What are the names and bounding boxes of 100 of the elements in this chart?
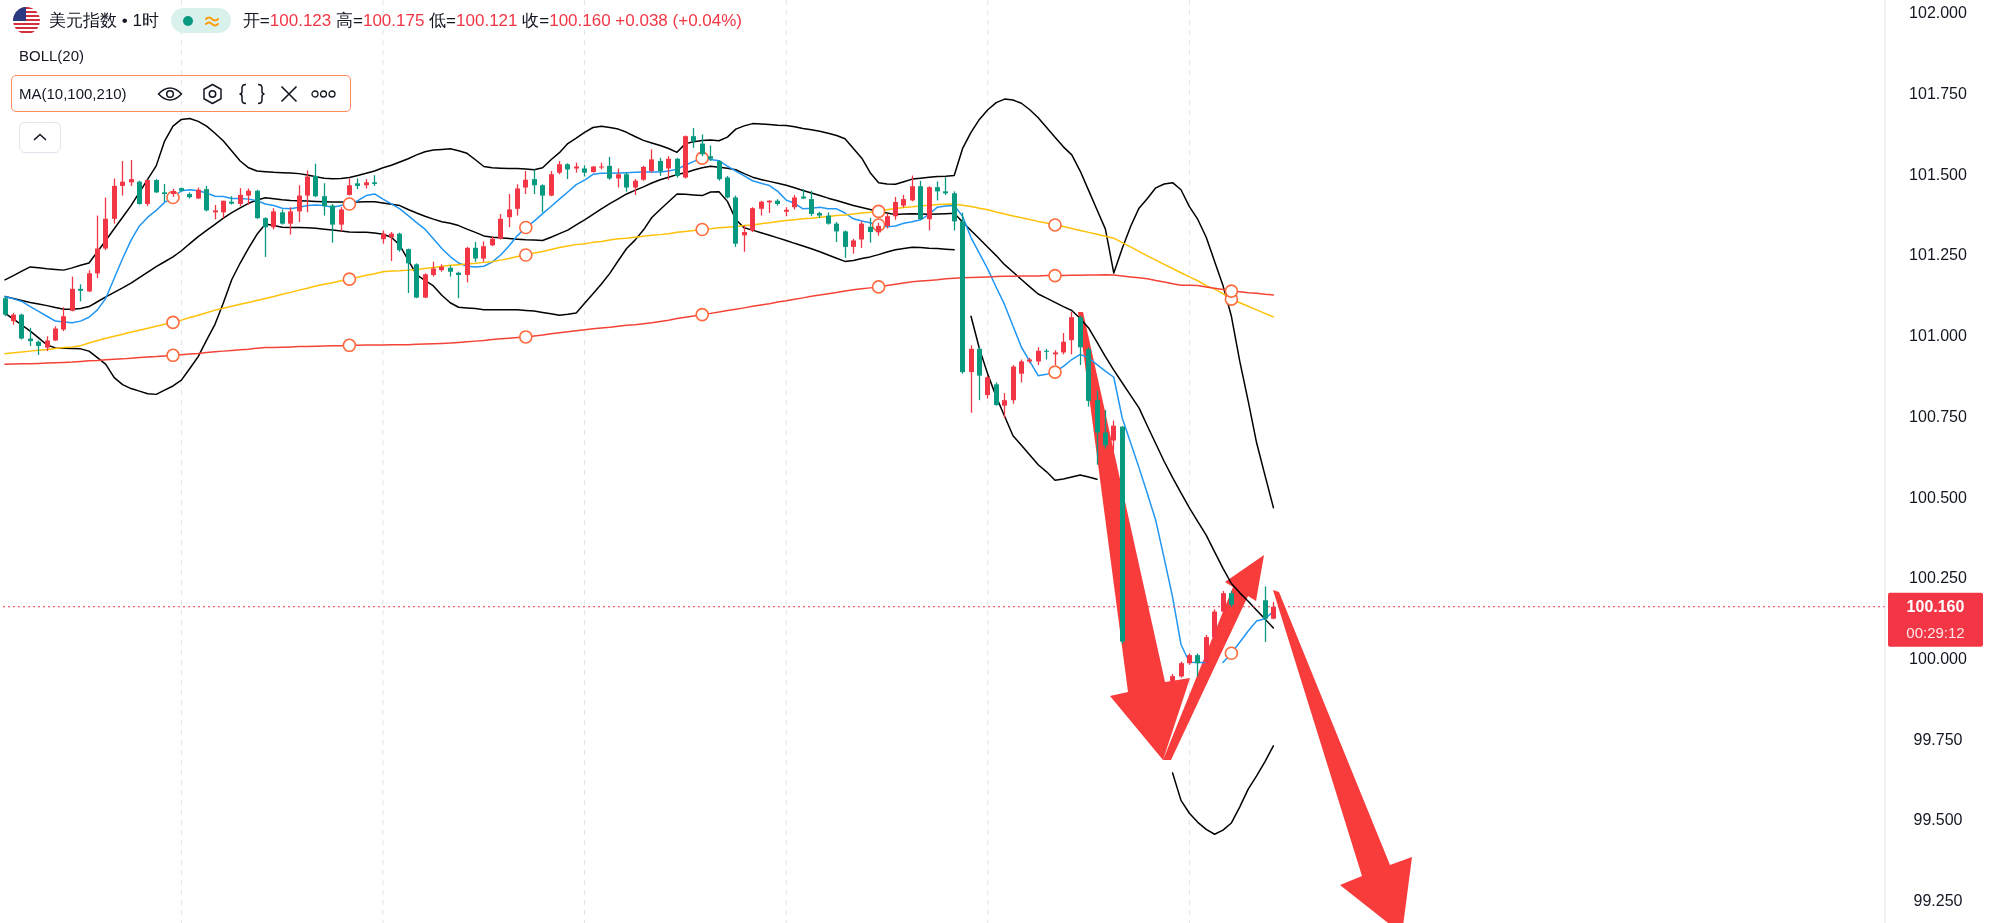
y-tick-label: 99.750 (1913, 730, 1963, 748)
candlestick (935, 180, 940, 202)
candlestick (3, 295, 8, 317)
candlestick (297, 184, 302, 223)
candlestick (87, 269, 92, 293)
candlestick (61, 306, 66, 332)
candlestick (624, 171, 629, 193)
y-tick-label: 101.250 (1909, 246, 1968, 264)
point (1048, 365, 1062, 379)
point (695, 222, 709, 237)
y-tick-label: 102.000 (1909, 4, 1968, 22)
candlestick (1111, 419, 1116, 452)
y-tick-label: 99.250 (1913, 891, 1963, 909)
candlestick (288, 206, 293, 236)
candlestick (1103, 409, 1108, 450)
y-tick-label: 100.250 (1909, 569, 1968, 587)
point (1224, 646, 1239, 660)
candlestick (330, 203, 335, 244)
text: 开=100.123 高=100.175 低=100.121 收=100.160 +0.038 (+0.04%) (242, 11, 743, 30)
candlestick (985, 375, 990, 400)
candlestick (893, 196, 898, 221)
point (342, 272, 357, 286)
candlestick (742, 224, 747, 253)
candlestick (658, 157, 663, 177)
candlestick (19, 313, 24, 341)
point (871, 280, 886, 294)
point (1048, 268, 1062, 283)
candlestick (456, 271, 461, 299)
candlestick (271, 207, 276, 231)
candlestick (616, 167, 621, 189)
candlestick (313, 162, 318, 198)
candlestick (406, 247, 411, 294)
point (1048, 218, 1062, 232)
y-tick-label: 99.500 (1913, 811, 1963, 829)
candlestick (675, 157, 680, 179)
candlestick (397, 232, 402, 253)
ref-line-label: 100.160 (1906, 598, 1965, 616)
candlestick (910, 174, 915, 203)
point (695, 307, 709, 322)
point (342, 338, 357, 353)
text: 美元指数 • 1时 (49, 10, 159, 32)
candlestick (700, 133, 705, 157)
y-tick-label: 101.750 (1909, 85, 1968, 103)
candlestick (263, 216, 268, 258)
candlestick (607, 156, 612, 181)
y-tick-label: 101.000 (1909, 327, 1968, 345)
candlestick (1019, 358, 1024, 384)
candlestick (532, 168, 537, 195)
candlestick (1069, 311, 1074, 355)
candlestick (473, 241, 478, 263)
point (166, 348, 180, 363)
candlestick (834, 221, 839, 243)
indicator-toolbar: MA(10,100,210) (11, 75, 351, 112)
candlestick (145, 179, 150, 207)
point (1224, 284, 1239, 298)
candlestick (238, 187, 243, 207)
point (342, 197, 357, 211)
y-tick-label: 100.000 (1909, 649, 1968, 667)
annotation: MA(10,100,210) (19, 85, 127, 102)
candlestick (129, 159, 134, 187)
candlestick (1195, 652, 1200, 678)
candlestick (717, 159, 722, 182)
point (519, 220, 533, 235)
candlestick (859, 220, 864, 249)
candlestick (549, 170, 554, 197)
candlestick (540, 183, 545, 213)
y-tick-label: 100.750 (1909, 407, 1968, 425)
candlestick (120, 160, 125, 197)
candlestick (868, 217, 873, 244)
candlestick (515, 183, 520, 217)
annotation: BOLL(20) (19, 47, 85, 64)
candlestick (750, 206, 755, 233)
candlestick (691, 127, 696, 149)
candlestick (305, 169, 310, 213)
point (871, 204, 886, 219)
candlestick (423, 272, 428, 299)
y-tick-label: 101.500 (1909, 165, 1968, 183)
candlestick (137, 180, 142, 206)
candlestick (481, 240, 486, 263)
candlestick (809, 190, 814, 217)
point (166, 315, 180, 330)
candlestick (649, 148, 654, 174)
point (519, 330, 533, 344)
y-tick-label: 100.500 (1909, 488, 1968, 506)
candlestick (666, 155, 671, 181)
candlestick (339, 206, 344, 233)
candlestick (994, 381, 999, 407)
candlestick (1061, 332, 1066, 355)
candlestick (70, 275, 75, 313)
candlestick (507, 193, 512, 228)
candlestick (969, 344, 974, 414)
candlestick (1002, 392, 1007, 419)
candlestick (498, 213, 503, 241)
text: 00:29:12 (1906, 624, 1965, 642)
candlestick (843, 229, 848, 259)
point (519, 248, 533, 262)
candlestick (204, 185, 209, 213)
candlestick (322, 182, 327, 217)
candlestick (523, 170, 528, 195)
candlestick (1263, 585, 1268, 643)
